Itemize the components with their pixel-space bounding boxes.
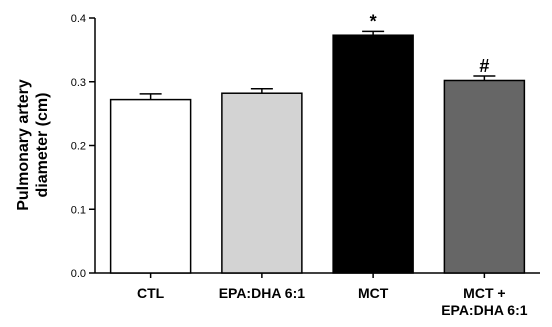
y-tick-label: 0.2 xyxy=(71,141,86,153)
significance-marker: # xyxy=(479,56,489,76)
bar xyxy=(332,34,414,274)
y-tick-label: 0.4 xyxy=(71,13,86,25)
x-tick-label: CTL xyxy=(137,285,165,301)
category-labels: CTL EPA:DHA 6:1 MCT MCT +EPA:DHA 6:1 xyxy=(137,285,528,318)
y-axis-title-line-2: diameter (cm) xyxy=(34,93,51,198)
significance-marker: * xyxy=(370,11,377,31)
x-tick-label: EPA:DHA 6:1 xyxy=(441,302,528,318)
y-axis-title-line-1: Pulmonary artery xyxy=(15,79,32,211)
bar xyxy=(109,98,192,274)
y-tick-label: 0.3 xyxy=(71,77,86,89)
bar xyxy=(221,92,303,274)
y-tick-label: 0.0 xyxy=(71,268,86,280)
bars: *# xyxy=(109,11,526,274)
y-axis-title: Pulmonary artery diameter (cm) xyxy=(15,79,51,211)
x-tick-label: MCT xyxy=(358,285,389,301)
bar xyxy=(443,79,526,274)
y-tick-label: 0.1 xyxy=(71,204,86,216)
x-tick-label: EPA:DHA 6:1 xyxy=(219,285,306,301)
x-tick-label: MCT + xyxy=(463,285,505,301)
